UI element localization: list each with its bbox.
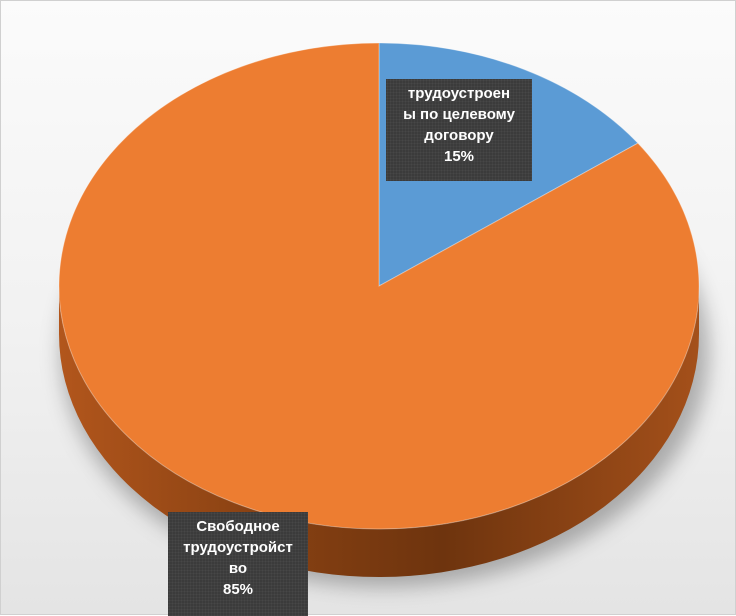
label-line: Свободное: [196, 518, 280, 535]
label-value: 15%: [443, 148, 475, 165]
label-value: 85%: [222, 581, 254, 598]
label-line: во: [228, 560, 248, 577]
pie-side-wall: [59, 286, 699, 577]
label-line: трудоустройст: [183, 539, 293, 556]
label-line: ы по целевому: [403, 106, 515, 123]
data-label-free-employment: Свободное трудоустройст во 85%: [168, 512, 308, 616]
label-line: договору: [424, 127, 494, 144]
label-line: трудоустроен: [407, 85, 511, 102]
pie-slice-1: [58, 42, 700, 530]
data-label-target-contract: трудоустроен ы по целевому договору 15%: [386, 79, 532, 181]
